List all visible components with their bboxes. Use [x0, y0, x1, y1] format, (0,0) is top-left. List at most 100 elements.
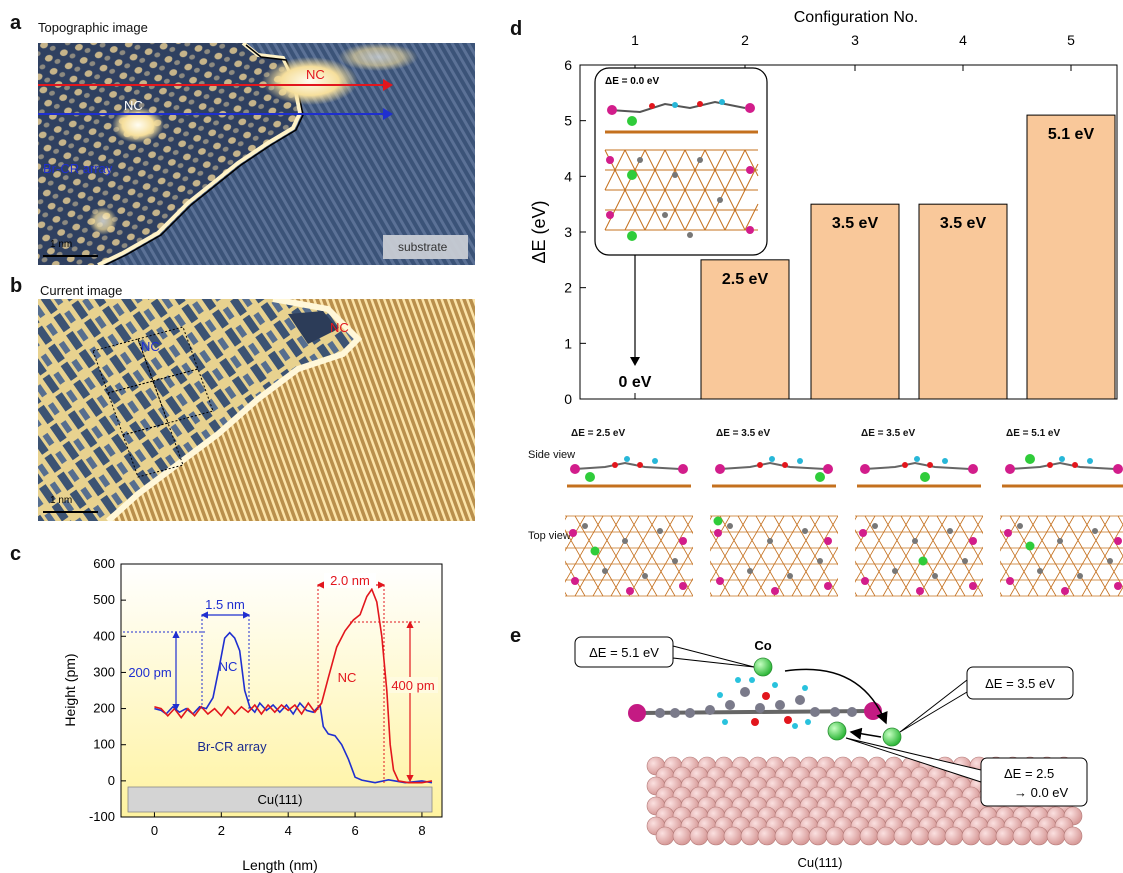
- c-ytick-label: -100: [89, 809, 115, 824]
- thumb-lattice-line: [565, 529, 604, 597]
- c-xtick-label: 2: [218, 823, 225, 838]
- thumb-c-atom: [787, 573, 793, 579]
- c-series: [154, 587, 433, 784]
- thumb-c-atom: [1037, 568, 1043, 574]
- thumb-lattice-line: [1027, 515, 1075, 597]
- thumb-co-atom: [590, 546, 600, 556]
- thumb-lattice-line: [882, 515, 930, 597]
- thumb-lattice-line: [827, 515, 838, 535]
- nc-blue-label: NC: [219, 659, 238, 674]
- thumb-structure: [710, 456, 838, 597]
- d-bar-value-label: 3.5 eV: [940, 215, 987, 232]
- d-category-label: 2: [741, 32, 749, 48]
- thumb-c-atom: [582, 523, 588, 529]
- callout-51-text: ΔE = 5.1 eV: [589, 645, 659, 660]
- thumb-o-atom: [927, 462, 933, 468]
- nc-label-left: NC: [124, 98, 143, 113]
- cu-atom: [1063, 826, 1083, 846]
- c-ytick-label: 500: [93, 592, 115, 607]
- co-migration-diagram: Co ΔE = 5.1 eV ΔE = 3.5 eV ΔE = 2.5 → 0.…: [574, 636, 1088, 870]
- thumb-br-atom: [569, 529, 577, 537]
- c-ytick-label: 400: [93, 628, 115, 643]
- thumb-co-atom: [920, 472, 930, 482]
- config-thumbnail: ΔE = 5.1 eV: [1000, 426, 1123, 601]
- thumb-c-atom: [657, 528, 663, 534]
- thumb-h-atom: [769, 456, 775, 462]
- thumb-lattice-line: [710, 515, 713, 521]
- cu-atom: [944, 826, 964, 846]
- thumb-lattice-line: [809, 546, 838, 597]
- cu-atom: [978, 826, 998, 846]
- thumb-br-atom: [715, 464, 725, 474]
- thumb-backbone: [719, 461, 826, 470]
- thumb-br-atom: [969, 582, 977, 590]
- thumb-c-atom: [1057, 538, 1063, 544]
- nc-red-label: NC: [338, 670, 357, 685]
- thumb-co-atom: [1025, 454, 1035, 464]
- substrate-text: Cu(111): [257, 792, 302, 807]
- thumb-br-atom: [716, 577, 724, 585]
- co-atom-hollow: [882, 727, 902, 747]
- cu-atom: [706, 826, 726, 846]
- d-category-label: 5: [1067, 32, 1075, 48]
- thumb-br-atom: [771, 587, 779, 595]
- callout-25-line2: → 0.0 eV: [1014, 785, 1069, 800]
- anno-2-0nm: 2.0 nm: [330, 573, 370, 588]
- thumb-lattice-line: [1099, 515, 1123, 557]
- thumb-lattice-line: [809, 515, 838, 566]
- cu-atom: [927, 826, 947, 846]
- thumb-lattice-line: [1000, 515, 1021, 552]
- thumb-o-atom: [1072, 462, 1078, 468]
- thumb-structure: [565, 456, 693, 597]
- thumb-co-atom: [1025, 541, 1035, 551]
- cu-atom: [876, 826, 896, 846]
- thumb-br-atom: [1114, 537, 1122, 545]
- thumb-br-atom: [571, 577, 579, 585]
- callout-35-text: ΔE = 3.5 eV: [985, 676, 1055, 691]
- thumb-h-atom: [1087, 458, 1093, 464]
- thumb-lattice-line: [737, 515, 785, 597]
- thumb-br-atom: [1113, 464, 1123, 474]
- thumb-lattice-line: [972, 577, 983, 597]
- thumb-br-atom: [823, 464, 833, 474]
- thumb-lattice-line: [773, 515, 821, 597]
- substrate-bar: [127, 786, 433, 813]
- thumb-o-atom: [782, 462, 788, 468]
- c-ytick-label: 0: [108, 773, 115, 788]
- c-xtick-label: 0: [151, 823, 158, 838]
- thumb-br-atom: [1114, 582, 1122, 590]
- thumb-lattice-line: [664, 546, 693, 597]
- thumb-c-atom: [962, 558, 968, 564]
- co-atom-final: [827, 721, 847, 741]
- anno-200pm: 200 pm: [128, 665, 171, 680]
- thumb-lattice-line: [719, 515, 767, 597]
- c-ytick-label: 300: [93, 664, 115, 679]
- nc-label-b-right: NC: [330, 320, 349, 335]
- thumb-h-atom: [914, 456, 920, 462]
- thumb-co-atom: [585, 472, 595, 482]
- d-category-label: 3: [851, 32, 859, 48]
- thumb-lattice-line: [710, 515, 731, 552]
- thumb-co-atom: [713, 516, 723, 526]
- thumb-br-atom: [824, 582, 832, 590]
- cu-atom: [655, 826, 675, 846]
- cu-atom: [1046, 826, 1066, 846]
- thumb-lattice: [855, 515, 983, 597]
- d-ytick-label: 1: [564, 335, 572, 351]
- thumb-h-atom: [942, 458, 948, 464]
- thumb-lattice-line: [628, 515, 676, 597]
- thumb-lattice-line: [936, 515, 983, 597]
- c-axes: -100 0 100 200 300 400 500 600 0 2 4 6 8: [89, 556, 426, 838]
- d-bars: 0 eV 2.5 eV 3.5 eV 3.5 eV 5.1 eV: [619, 114, 1116, 400]
- co-atom-top: [753, 657, 773, 677]
- thumb-lattice-line: [855, 591, 858, 597]
- height-profile-chart: -100 0 100 200 300 400 500 600 0 2 4 6 8 Cu(111) 1.5…: [62, 556, 443, 873]
- cu-atom: [893, 826, 913, 846]
- thumb-lattice-line: [1000, 515, 1003, 521]
- thumb-br-atom: [968, 464, 978, 474]
- thumb-lattice-line: [592, 515, 640, 597]
- d-bar: [1026, 114, 1116, 400]
- config-thumbnail: ΔE = 3.5 eV: [855, 426, 983, 601]
- thumb-c-atom: [727, 523, 733, 529]
- side-view-label: Side view: [528, 449, 576, 461]
